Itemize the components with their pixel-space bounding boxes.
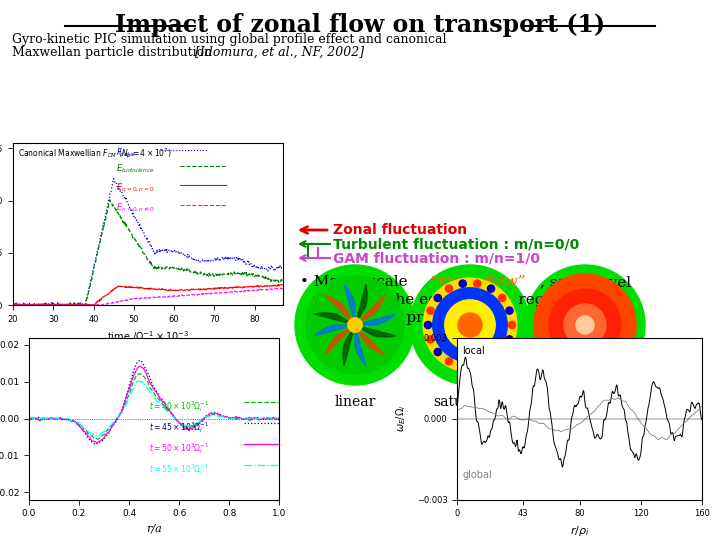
Text: $E_{n=0,n=0}$: $E_{n=0,n=0}$ — [116, 182, 155, 194]
Circle shape — [498, 348, 505, 356]
Circle shape — [306, 276, 404, 374]
Text: GAM fluctuation : m/n=1/0: GAM fluctuation : m/n=1/0 — [333, 251, 540, 265]
Text: “mean flow”: “mean flow” — [430, 275, 526, 289]
Text: saturation: saturation — [433, 395, 506, 409]
Circle shape — [295, 265, 415, 385]
Circle shape — [348, 318, 362, 332]
Text: Impact of zonal flow on transport (1): Impact of zonal flow on transport (1) — [115, 13, 605, 37]
Text: $t=50\times10^3\Omega_i^{-1}$: $t=50\times10^3\Omega_i^{-1}$ — [149, 441, 210, 456]
Text: Maxwellan particle distribution: Maxwellan particle distribution — [12, 46, 212, 59]
Circle shape — [446, 358, 453, 365]
X-axis label: $r/\rho_i$: $r/\rho_i$ — [570, 524, 590, 538]
Text: Canonical Maxwellian $F_{CM}$ $(N_p=4\times10^7)$: Canonical Maxwellian $F_{CM}$ $(N_p=4\ti… — [19, 146, 172, 161]
Text: $t=55\times10^3\Omega_i^{-1}$: $t=55\times10^3\Omega_i^{-1}$ — [149, 462, 210, 477]
Text: as that of the equilibrium, regulated by: as that of the equilibrium, regulated by — [312, 293, 616, 307]
Circle shape — [433, 288, 507, 362]
Circle shape — [506, 336, 513, 343]
Circle shape — [423, 278, 517, 372]
Polygon shape — [344, 285, 355, 325]
Circle shape — [564, 304, 606, 346]
Circle shape — [427, 307, 434, 314]
Text: $F_{total}$: $F_{total}$ — [116, 146, 136, 159]
Text: [Idomura, et al., NF, 2002]: [Idomura, et al., NF, 2002] — [195, 46, 364, 59]
Circle shape — [459, 363, 467, 370]
Text: Gyro-kinetic PIC simulation using global profile effect and canonical: Gyro-kinetic PIC simulation using global… — [12, 33, 446, 46]
Text: $E_{n=0,n\neq0}$: $E_{n=0,n\neq0}$ — [116, 201, 155, 214]
Text: global: global — [462, 470, 492, 480]
Polygon shape — [355, 314, 395, 325]
Text: Turbulent fluctuation : m/n=0/0: Turbulent fluctuation : m/n=0/0 — [333, 237, 580, 251]
Circle shape — [576, 316, 594, 334]
Circle shape — [549, 289, 621, 361]
Text: $t=40\times10^3\Omega_i^{-1}$: $t=40\times10^3\Omega_i^{-1}$ — [149, 399, 210, 414]
Circle shape — [487, 358, 495, 365]
Circle shape — [410, 265, 530, 385]
Circle shape — [534, 274, 636, 376]
Polygon shape — [325, 295, 355, 325]
Circle shape — [474, 363, 481, 370]
Circle shape — [506, 307, 513, 314]
Circle shape — [434, 348, 441, 356]
Circle shape — [474, 280, 481, 287]
Y-axis label: $\omega_E/\Omega_i$: $\omega_E/\Omega_i$ — [395, 405, 408, 432]
Text: equilibrium profile: equilibrium profile — [312, 311, 457, 325]
Polygon shape — [355, 325, 366, 366]
Text: [Lin, et al.,: [Lin, et al., — [575, 388, 644, 401]
Text: , same level: , same level — [540, 275, 631, 289]
Text: local: local — [462, 346, 485, 356]
Polygon shape — [355, 325, 395, 337]
Circle shape — [427, 336, 434, 343]
Polygon shape — [315, 313, 355, 325]
Text: linear: linear — [334, 395, 376, 409]
X-axis label: time $/\Omega_i^{-1}\times10^{-3}$: time $/\Omega_i^{-1}\times10^{-3}$ — [107, 329, 189, 346]
Circle shape — [508, 321, 516, 329]
Polygon shape — [325, 325, 355, 355]
X-axis label: r/a: r/a — [146, 524, 162, 534]
Text: Quasi-steady state: Quasi-steady state — [520, 395, 650, 409]
Text: $E_{turbulence}$: $E_{turbulence}$ — [116, 163, 154, 175]
Polygon shape — [343, 325, 355, 366]
Circle shape — [498, 294, 505, 302]
Text: Science, ‘98]: Science, ‘98] — [575, 400, 657, 413]
Polygon shape — [355, 285, 367, 325]
Polygon shape — [355, 295, 384, 325]
Circle shape — [434, 294, 441, 302]
Text: Zonal fluctuation: Zonal fluctuation — [333, 223, 467, 237]
Polygon shape — [355, 325, 384, 355]
Circle shape — [459, 280, 467, 287]
Circle shape — [424, 321, 431, 329]
Circle shape — [446, 285, 453, 292]
Circle shape — [525, 265, 645, 385]
Circle shape — [487, 285, 495, 292]
Circle shape — [445, 300, 495, 350]
Text: • Macro-scale: • Macro-scale — [300, 275, 413, 289]
Circle shape — [458, 313, 482, 337]
Text: $t=45\times10^3\Omega_i^{-1}$: $t=45\times10^3\Omega_i^{-1}$ — [149, 420, 210, 435]
Polygon shape — [315, 325, 355, 336]
